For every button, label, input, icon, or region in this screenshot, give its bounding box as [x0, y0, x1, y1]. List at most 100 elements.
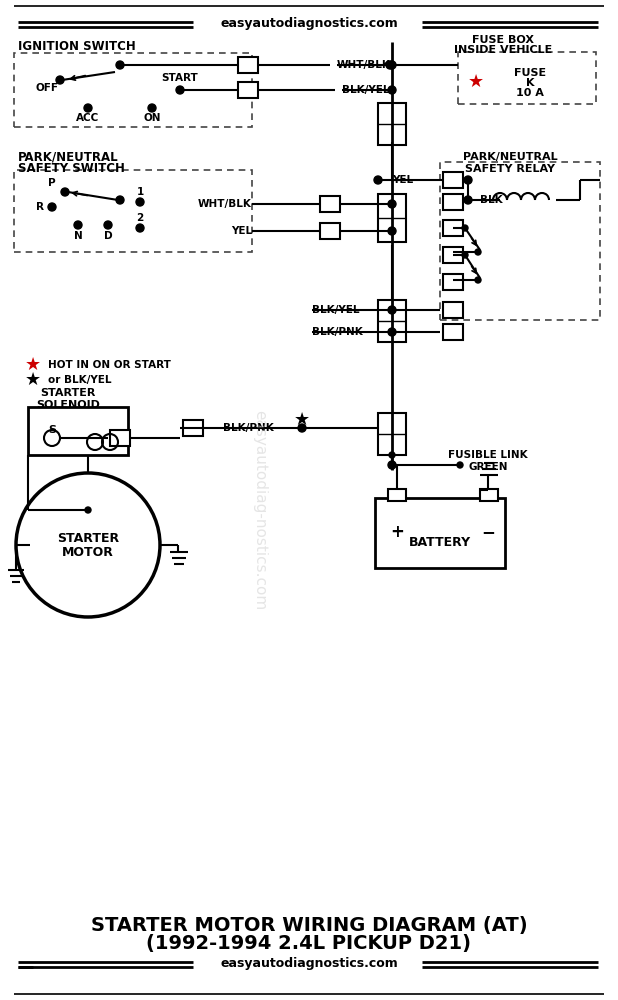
Circle shape [136, 224, 144, 232]
Text: FUSE BOX: FUSE BOX [472, 35, 534, 45]
Text: STARTER: STARTER [40, 388, 96, 398]
Bar [443, 324, 463, 340]
Text: ★: ★ [468, 73, 484, 91]
Text: HOT IN ON OR START: HOT IN ON OR START [48, 360, 171, 370]
Text: R: R [36, 202, 44, 212]
Bar [378, 194, 406, 242]
Circle shape [389, 452, 395, 458]
Circle shape [61, 188, 69, 196]
Text: YEL: YEL [231, 226, 252, 236]
Text: 2: 2 [137, 213, 143, 223]
Bar [375, 498, 505, 568]
Text: PARK/NEUTRAL: PARK/NEUTRAL [463, 152, 557, 162]
Text: easyautodiagnostics.com: easyautodiagnostics.com [220, 17, 398, 30]
Text: SAFETY RELAY: SAFETY RELAY [465, 164, 555, 174]
Circle shape [116, 196, 124, 204]
Circle shape [176, 86, 184, 94]
Circle shape [388, 86, 396, 94]
Circle shape [48, 203, 56, 211]
Circle shape [56, 76, 64, 84]
Text: STARTER: STARTER [57, 532, 119, 544]
Text: 1: 1 [137, 187, 143, 197]
Text: K: K [526, 78, 534, 88]
Text: FUSIBLE LINK: FUSIBLE LINK [448, 450, 528, 460]
Text: (1992-1994 2.4L PICKUP D21): (1992-1994 2.4L PICKUP D21) [146, 934, 472, 952]
Text: BLK: BLK [480, 195, 502, 205]
Circle shape [475, 277, 481, 283]
Text: BLK/YEL: BLK/YEL [312, 305, 360, 315]
Text: ACC: ACC [77, 113, 99, 123]
Bar [458, 52, 596, 104]
Text: +: + [390, 523, 404, 541]
Text: BATTERY: BATTERY [409, 536, 471, 550]
Circle shape [74, 221, 82, 229]
Text: STARTER MOTOR WIRING DIAGRAM (AT): STARTER MOTOR WIRING DIAGRAM (AT) [91, 916, 527, 934]
Bar [378, 413, 406, 455]
Circle shape [116, 61, 124, 69]
Circle shape [464, 196, 472, 204]
Circle shape [388, 61, 396, 69]
Text: INSIDE VEHICLE: INSIDE VEHICLE [454, 45, 552, 55]
Text: START: START [162, 73, 198, 83]
Text: easyautodiag-nostics.com: easyautodiag-nostics.com [253, 410, 268, 610]
Circle shape [388, 461, 396, 469]
Bar [480, 489, 498, 501]
Bar [110, 430, 130, 446]
Text: WHT/BLK: WHT/BLK [337, 60, 391, 70]
Bar [388, 489, 406, 501]
Circle shape [388, 306, 396, 314]
Bar [14, 170, 252, 252]
Text: FUSE: FUSE [514, 68, 546, 78]
Bar [183, 420, 203, 436]
Bar [238, 57, 258, 73]
Circle shape [374, 176, 382, 184]
Text: P: P [48, 178, 56, 188]
Text: ★: ★ [25, 371, 41, 389]
Text: −: − [481, 523, 495, 541]
Bar [14, 53, 252, 127]
Text: 10 A: 10 A [516, 88, 544, 98]
Text: BLK/YEL: BLK/YEL [342, 85, 389, 95]
Bar [320, 196, 340, 212]
Text: IGNITION SWITCH: IGNITION SWITCH [18, 39, 136, 52]
Text: or BLK/YEL: or BLK/YEL [48, 375, 111, 385]
Circle shape [84, 104, 92, 112]
Bar [443, 247, 463, 263]
Circle shape [457, 462, 463, 468]
Bar [443, 194, 463, 210]
Text: easyautodiagnostics.com: easyautodiagnostics.com [220, 958, 398, 970]
Circle shape [386, 61, 394, 69]
Bar [378, 103, 406, 145]
Text: OFF: OFF [35, 83, 59, 93]
Text: MOTOR: MOTOR [62, 546, 114, 558]
Text: PARK/NEUTRAL: PARK/NEUTRAL [18, 150, 119, 163]
Text: N: N [74, 231, 82, 241]
Circle shape [388, 200, 396, 208]
Circle shape [462, 225, 468, 231]
Text: YEL: YEL [392, 175, 413, 185]
Circle shape [136, 198, 144, 206]
Text: ★: ★ [25, 356, 41, 374]
Circle shape [475, 249, 481, 255]
Circle shape [85, 507, 91, 513]
Bar [440, 162, 600, 320]
Bar [320, 223, 340, 239]
Text: BLK/PNK: BLK/PNK [222, 423, 273, 433]
Text: SOLENOID: SOLENOID [36, 400, 100, 410]
Circle shape [148, 104, 156, 112]
Circle shape [464, 176, 472, 184]
Text: SAFETY SWITCH: SAFETY SWITCH [18, 162, 125, 176]
Text: GREEN: GREEN [468, 462, 508, 472]
Text: WHT/BLK: WHT/BLK [198, 199, 252, 209]
Circle shape [388, 328, 396, 336]
Bar [443, 172, 463, 188]
Text: ★: ★ [294, 411, 310, 429]
Bar [378, 300, 406, 342]
Circle shape [388, 227, 396, 235]
Text: S: S [48, 425, 56, 435]
Text: BLK/PNK: BLK/PNK [312, 327, 363, 337]
Text: D: D [104, 231, 112, 241]
Circle shape [462, 252, 468, 258]
Bar [238, 82, 258, 98]
Bar [443, 220, 463, 236]
